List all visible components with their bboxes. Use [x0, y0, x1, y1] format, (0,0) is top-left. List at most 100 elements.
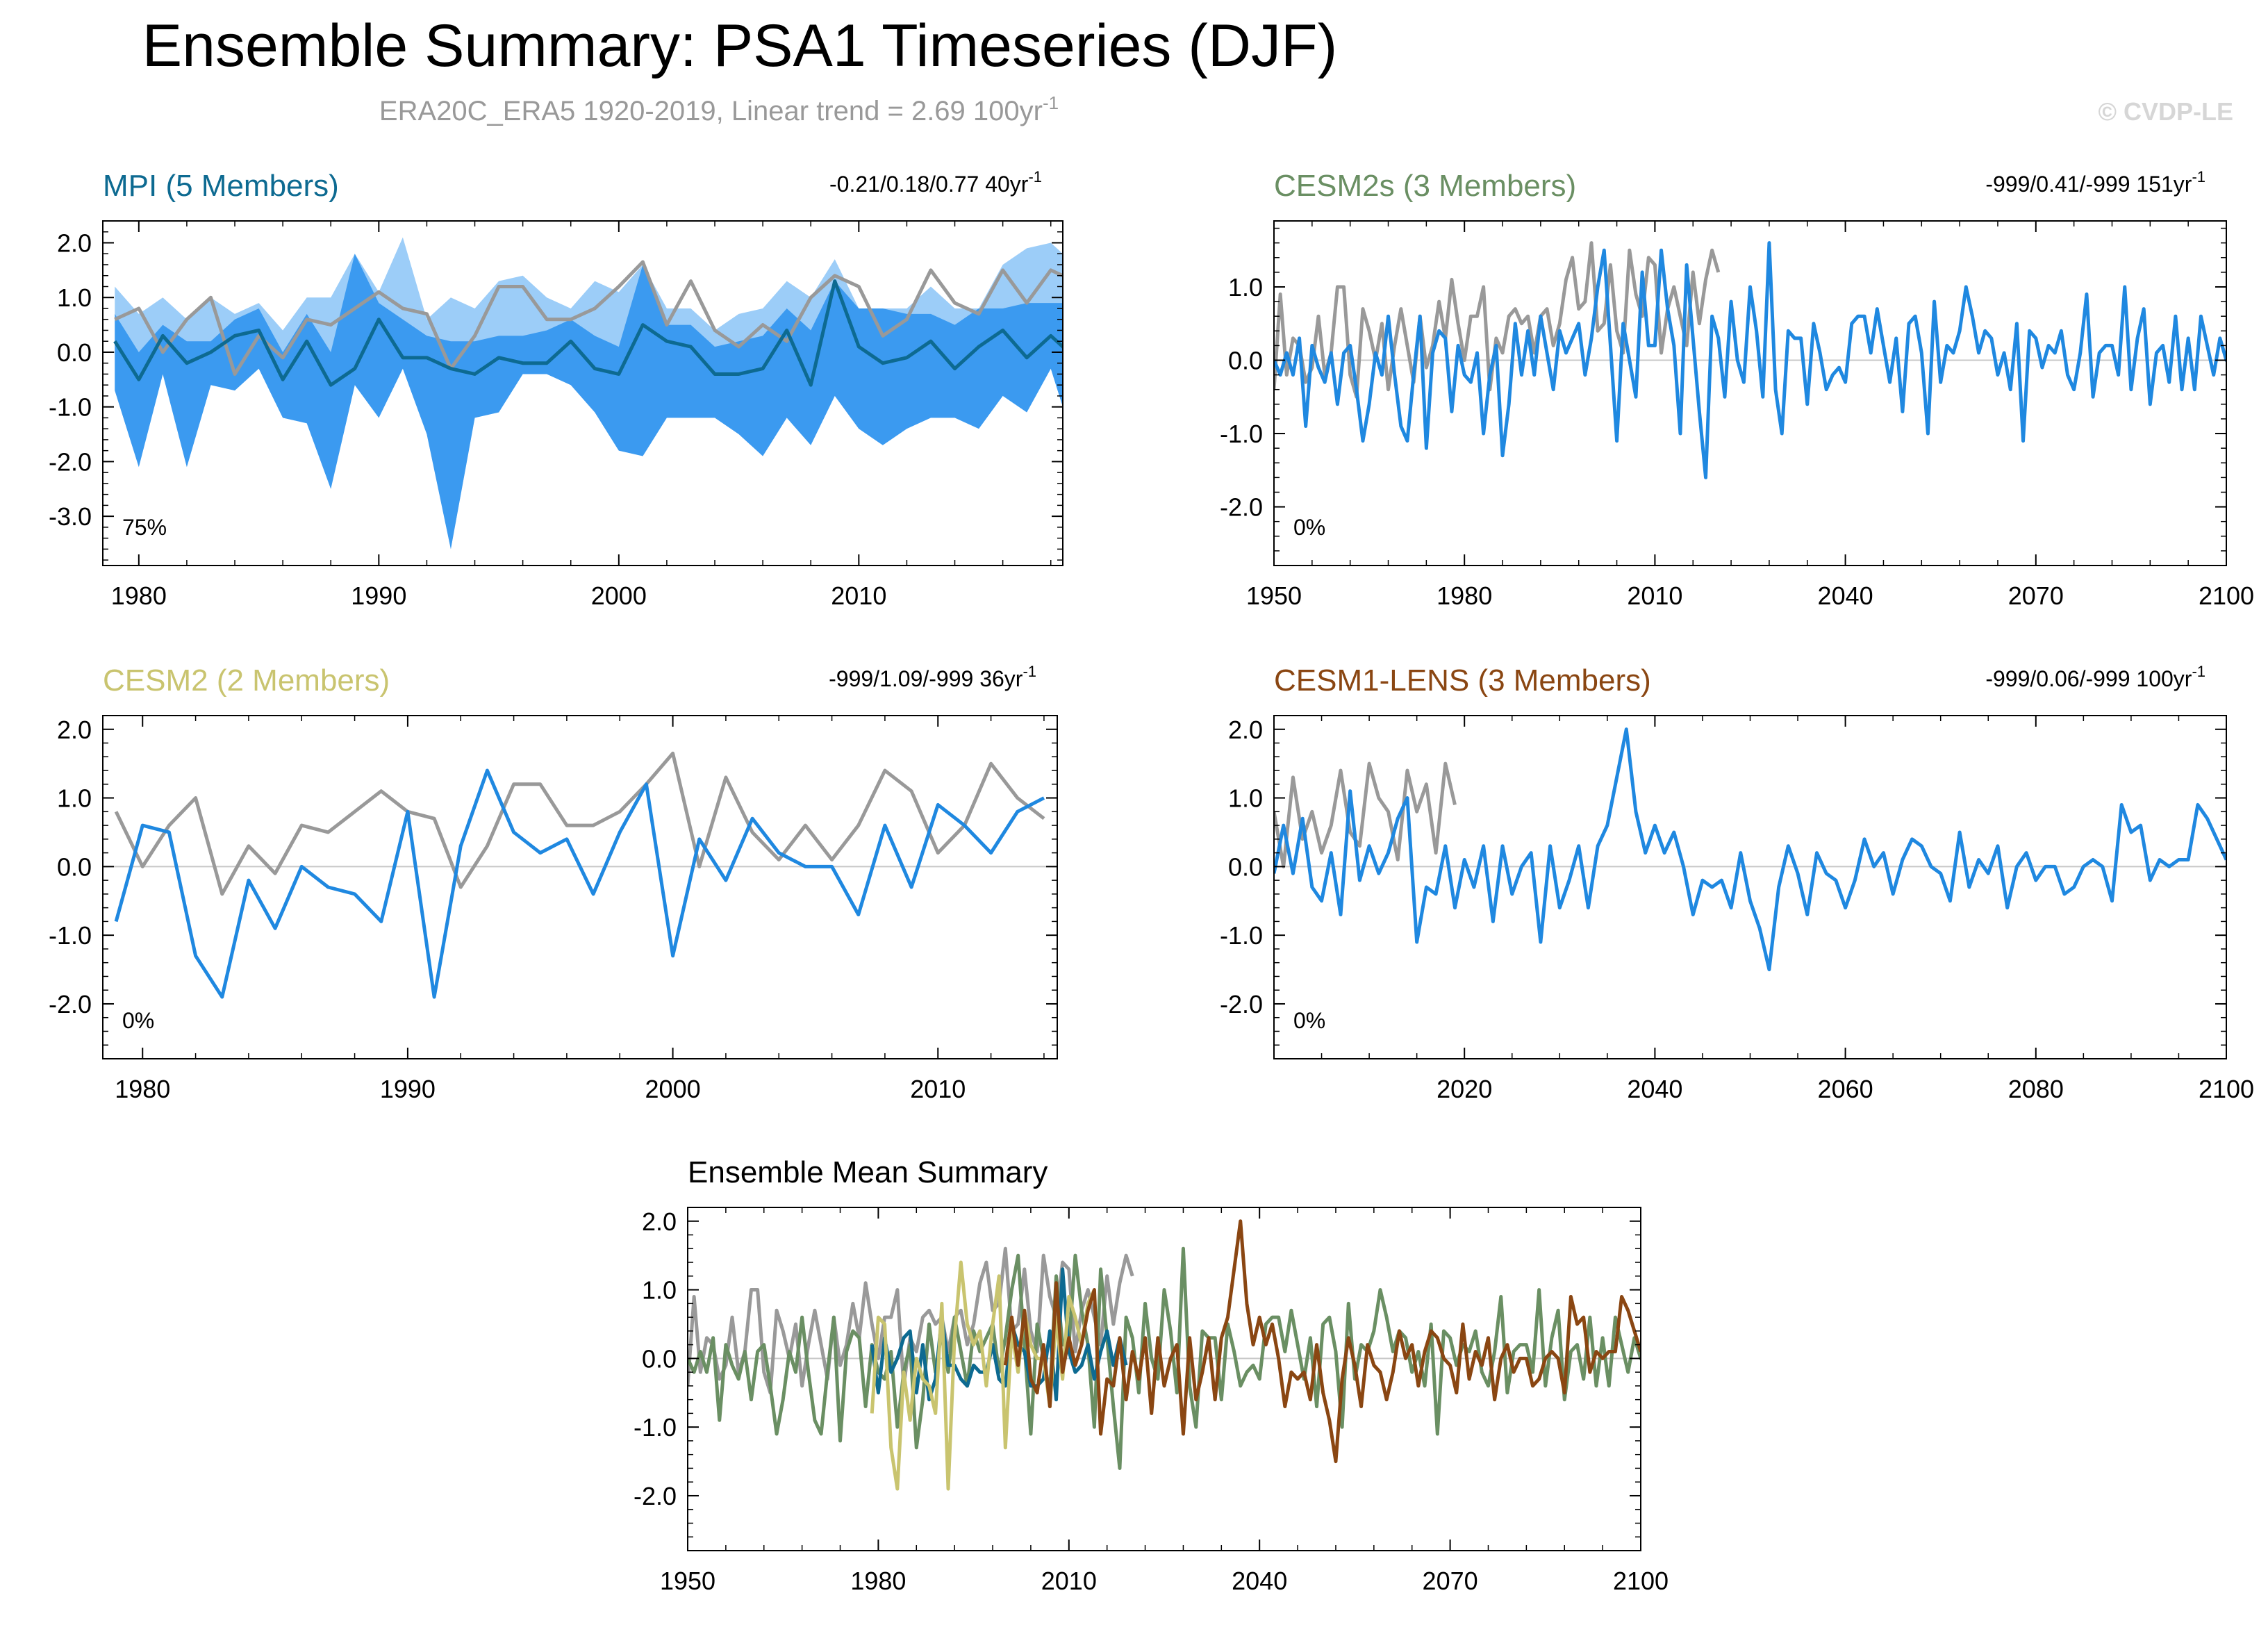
- panel-cesm1-lens: -2.0 -1.0 0.0 1.0 2.0 2020 2040 2060 2080 2100 CES…: [1220, 663, 2254, 1103]
- x-tick-label: 2100: [1613, 1567, 1669, 1595]
- panel-stats: -999/0.41/-999 151yr-1: [1985, 168, 2205, 197]
- panel-cesm2s: -2.0 -1.0 0.0 1.0 1950 1980 2010 2040 2070 2100 CE…: [1220, 168, 2254, 610]
- x-tick-label: 2040: [1818, 581, 1873, 610]
- x-tick-label: 1990: [351, 581, 406, 610]
- y-tick-label: 0.0: [1228, 852, 1263, 881]
- y-tick-label: -2.0: [49, 447, 92, 476]
- y-tick-label: -2.0: [1220, 990, 1263, 1018]
- y-tick-label: 2.0: [57, 716, 92, 744]
- y-tick-label: 2.0: [57, 229, 92, 257]
- y-tick-label: -1.0: [634, 1413, 677, 1442]
- panel-stats-text: -999/0.06/-999 100yr: [1985, 666, 2192, 691]
- percent-label: 0%: [1293, 515, 1325, 540]
- percent-label: 75%: [122, 515, 167, 540]
- x-tick-label: 2100: [2199, 1075, 2254, 1103]
- data-layer: [1274, 727, 2226, 972]
- data-layer: [103, 751, 1057, 999]
- panel-stats-sup: -1: [2192, 168, 2205, 185]
- x-tick-label: 1980: [850, 1567, 906, 1595]
- watermark: © CVDP-LE: [2098, 97, 2233, 126]
- figure-title: Ensemble Summary: PSA1 Timeseries (DJF): [142, 13, 1337, 79]
- x-tick-label: 1980: [111, 581, 167, 610]
- panel-title: CESM2 (2 Members): [103, 663, 390, 698]
- y-tick-label: 2.0: [1228, 716, 1263, 744]
- y-tick-label: 1.0: [1228, 784, 1263, 813]
- series-cesm2s-line: [688, 1246, 1641, 1470]
- series-ensemble-mean-line: [1274, 727, 2226, 972]
- panel-stats: -999/1.09/-999 36yr-1: [829, 663, 1036, 691]
- percent-label: 0%: [122, 1008, 154, 1033]
- x-tick-label: 1980: [115, 1075, 170, 1103]
- y-tick-label: 0.0: [1228, 347, 1263, 375]
- y-tick-label: -2.0: [1220, 493, 1263, 522]
- data-layer: [103, 237, 1063, 550]
- x-tick-label: 2010: [910, 1075, 966, 1103]
- y-tick-label: 2.0: [642, 1207, 677, 1236]
- x-tick-label: 2000: [645, 1075, 701, 1103]
- y-tick-label: -1.0: [49, 393, 92, 422]
- plot-border: [102, 220, 1063, 566]
- panel-title: CESM2s (3 Members): [1274, 169, 1576, 203]
- plot-border: [1273, 220, 2227, 566]
- series-ensemble-mean-line: [1274, 241, 2226, 479]
- panel-stats-sup: -1: [1023, 663, 1036, 680]
- data-layer: [688, 1219, 1641, 1491]
- y-tick-label: -1.0: [1220, 420, 1263, 448]
- y-tick-label: -2.0: [49, 990, 92, 1018]
- plot-area: [103, 716, 1057, 1059]
- panel-stats-text: -0.21/0.18/0.77 40yr: [829, 172, 1029, 197]
- panel-stats-text: -999/0.41/-999 151yr: [1985, 172, 2192, 197]
- x-tick-label: 2010: [831, 581, 886, 610]
- figure-subtitle: ERA20C_ERA5 1920-2019, Linear trend = 2.…: [379, 92, 1059, 126]
- y-tick-label: -2.0: [634, 1482, 677, 1510]
- panel-title: CESM1-LENS (3 Members): [1274, 663, 1651, 698]
- series-observations-line: [114, 751, 1045, 896]
- y-tick-label: 0.0: [57, 852, 92, 881]
- y-tick-label: 0.0: [57, 338, 92, 367]
- x-tick-label: 1980: [1437, 581, 1492, 610]
- plot-border: [102, 715, 1058, 1059]
- y-tick-label: -1.0: [1220, 921, 1263, 950]
- plot-area: [1274, 716, 2226, 1059]
- y-tick-label: -3.0: [49, 502, 92, 531]
- x-tick-label: 2010: [1627, 581, 1682, 610]
- panel-ensemble-mean: -2.0 -1.0 0.0 1.0 2.0 1950 1980 2010 2040 2070 210…: [634, 1155, 1669, 1595]
- x-tick-label: 2100: [2199, 581, 2254, 610]
- percent-label: 0%: [1293, 1008, 1325, 1033]
- y-tick-label: -1.0: [49, 921, 92, 950]
- x-tick-label: 1950: [660, 1567, 715, 1595]
- series-ensemble-mean-line: [114, 768, 1045, 999]
- x-tick-label: 2060: [1818, 1075, 1873, 1103]
- x-tick-label: 2020: [1437, 1075, 1492, 1103]
- series-observations-line: [114, 260, 1063, 376]
- panel-stats: -0.21/0.18/0.77 40yr-1: [829, 168, 1042, 197]
- panel-stats: -999/0.06/-999 100yr-1: [1985, 663, 2205, 691]
- series-cesm2-line: [870, 1260, 1096, 1491]
- y-tick-label: 1.0: [1228, 273, 1263, 302]
- x-tick-label: 2070: [1423, 1567, 1478, 1595]
- data-layer: [1274, 241, 2226, 479]
- panel-title: Ensemble Mean Summary: [688, 1155, 1048, 1189]
- series-ensemble-mean-line: [113, 279, 1063, 387]
- x-tick-label: 2040: [1627, 1075, 1682, 1103]
- x-tick-label: 2040: [1232, 1567, 1287, 1595]
- x-tick-label: 2000: [591, 581, 647, 610]
- y-tick-label: 0.0: [642, 1344, 677, 1373]
- panel-stats-text: -999/1.09/-999 36yr: [829, 666, 1023, 691]
- series-cesm1-lens-line: [1003, 1219, 1641, 1464]
- y-tick-label: 1.0: [57, 283, 92, 312]
- y-tick-label: 1.0: [57, 784, 92, 813]
- panel-title: MPI (5 Members): [103, 169, 339, 203]
- y-tick-label: 1.0: [642, 1276, 677, 1305]
- panel-mpi: -3.0 -2.0 -1.0 0.0 1.0 2.0 1980 1990 2000 2010 MPI…: [49, 168, 1063, 610]
- x-tick-label: 1990: [380, 1075, 436, 1103]
- panel-cesm2: -2.0 -1.0 0.0 1.0 2.0 1980 1990 2000 2010 CESM2 (…: [49, 663, 1058, 1103]
- x-tick-label: 2070: [2008, 581, 2064, 610]
- plot-area: [1274, 221, 2226, 566]
- x-tick-label: 1950: [1246, 581, 1302, 610]
- x-tick-label: 2010: [1041, 1567, 1097, 1595]
- x-tick-label: 2080: [2008, 1075, 2064, 1103]
- plot-border: [687, 1207, 1641, 1551]
- panel-stats-sup: -1: [1028, 168, 1042, 185]
